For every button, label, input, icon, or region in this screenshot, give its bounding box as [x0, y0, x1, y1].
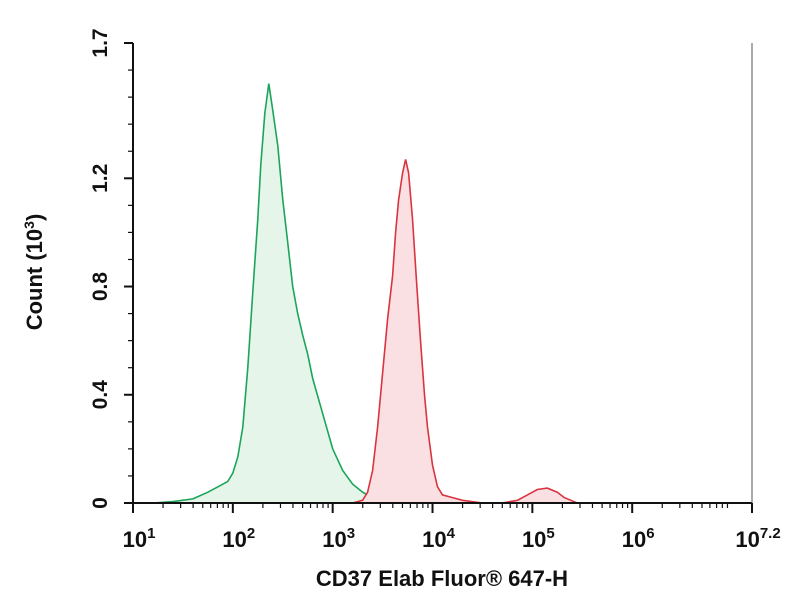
y-axis-ticks: 0 0.4 0.8 1.2 1.7	[89, 28, 133, 509]
y-axis-title-main: Count (10	[22, 229, 47, 330]
series-2-fill	[332, 159, 593, 503]
y-tick-label: 0.8	[89, 272, 112, 302]
x-tick-label: 107.2	[735, 525, 780, 552]
series-2-line	[332, 159, 593, 504]
series-1-line	[133, 83, 403, 504]
x-tick-label: 106	[622, 525, 655, 552]
x-tick-label: 105	[522, 525, 555, 552]
x-tick-label: 101	[123, 525, 156, 552]
x-axis-title: CD37 Elab Fluor® 647-H	[316, 566, 568, 591]
y-tick-label: 1.2	[89, 164, 112, 193]
y-axis-title-sup: 3	[21, 221, 37, 229]
y-axis-title-end: )	[22, 214, 47, 221]
plot-series	[133, 83, 593, 504]
x-tick-label: 104	[422, 525, 455, 552]
y-tick-label: 0	[89, 497, 112, 509]
x-axis-ticks: 101 102 103 104 105 106 107.2	[123, 503, 781, 552]
series-1-fill	[133, 83, 403, 503]
y-tick-label: 1.7	[89, 28, 112, 57]
y-axis-title: Count (103)	[21, 214, 47, 331]
y-tick-label: 0.4	[89, 380, 112, 410]
x-tick-label: 103	[322, 525, 355, 552]
x-tick-label: 102	[222, 525, 255, 552]
